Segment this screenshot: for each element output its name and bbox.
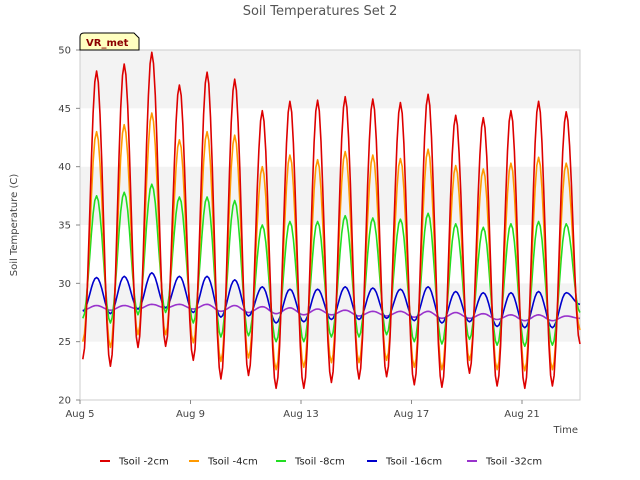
y-axis-ticks: 20 25 30 35 40 45 50 xyxy=(58,46,80,407)
series-line-tsoil-16cm xyxy=(82,272,581,329)
x-tick-label: Aug 17 xyxy=(394,409,429,420)
legend-item: Tsoil -16cm xyxy=(367,457,442,468)
badge-label: VR_met xyxy=(86,38,129,49)
x-tick-label: Aug 13 xyxy=(283,409,318,420)
legend-label: Tsoil -32cm xyxy=(485,457,542,468)
y-tick-label: 50 xyxy=(58,46,71,57)
legend-label: Tsoil -4cm xyxy=(207,457,258,468)
series-line-tsoil-4cm xyxy=(82,112,581,372)
series-line-tsoil-8cm xyxy=(82,183,581,348)
legend-item: Tsoil -32cm xyxy=(467,457,542,468)
y-tick-label: 45 xyxy=(58,104,71,115)
x-tick-label: Aug 9 xyxy=(176,409,205,420)
series-line-tsoil-2cm xyxy=(82,51,581,390)
legend: Tsoil -2cm Tsoil -4cm Tsoil -8cm Tsoil -16c… xyxy=(100,457,542,468)
background-band xyxy=(80,108,580,167)
x-tick-label: Aug 5 xyxy=(65,409,94,420)
background-bands xyxy=(80,50,580,400)
y-axis-label: Soil Temperature (C) xyxy=(9,174,20,277)
legend-item: Tsoil -8cm xyxy=(276,457,345,468)
legend-item: Tsoil -2cm xyxy=(100,457,169,468)
legend-label: Tsoil -2cm xyxy=(118,457,169,468)
legend-label: Tsoil -16cm xyxy=(385,457,442,468)
y-tick-label: 40 xyxy=(58,162,71,173)
badge-background xyxy=(79,32,140,51)
y-tick-label: 35 xyxy=(58,221,71,232)
series-lines xyxy=(82,51,581,390)
legend-label: Tsoil -8cm xyxy=(294,457,345,468)
y-tick-label: 30 xyxy=(58,279,71,290)
x-axis-ticks: Aug 5 Aug 9 Aug 13 Aug 17 Aug 21 xyxy=(65,400,540,420)
background-band xyxy=(80,225,580,284)
y-tick-label: 20 xyxy=(58,396,71,407)
x-tick-label: Aug 21 xyxy=(504,409,539,420)
chart-title: Soil Temperatures Set 2 xyxy=(243,4,398,19)
background-band xyxy=(80,166,580,225)
x-axis-label: Time xyxy=(553,425,578,436)
vr-met-badge: VR_met xyxy=(79,32,140,51)
y-tick-label: 25 xyxy=(58,337,71,348)
legend-item: Tsoil -4cm xyxy=(189,457,258,468)
background-band xyxy=(80,50,580,109)
